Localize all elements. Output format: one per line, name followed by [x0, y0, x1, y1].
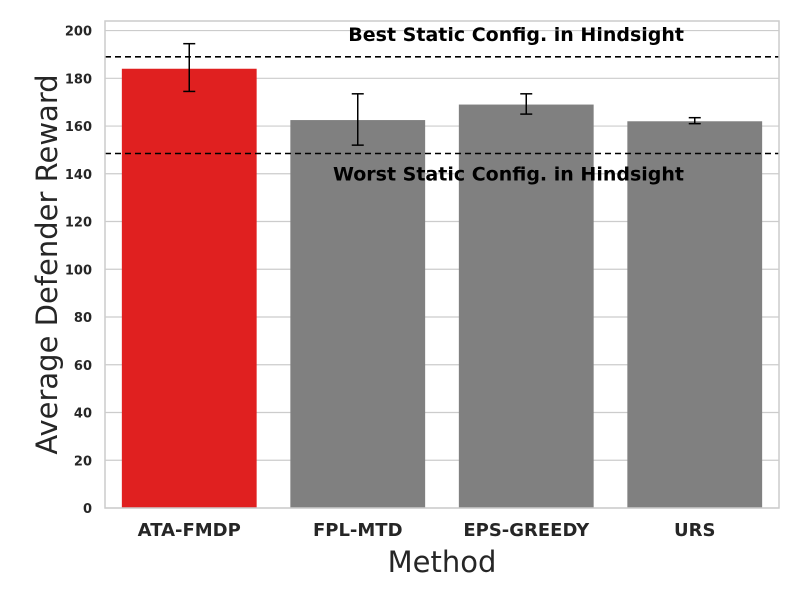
y-tick-label: 20 — [74, 454, 92, 469]
y-tick-labels: 0 20 40 60 80 100 120 140 160 180 200 — [65, 25, 92, 517]
error-bar — [520, 93, 533, 115]
x-tick-label: ATA-FMDP — [138, 520, 241, 541]
error-bar — [688, 116, 701, 125]
y-tick-label: 160 — [65, 120, 92, 135]
y-tick-label: 60 — [74, 359, 92, 374]
reference-lines: Best Static Config. in Hindsight Worst St… — [105, 24, 779, 185]
x-tick-label: URS — [674, 520, 715, 541]
y-axis-title: Average Defender Reward — [30, 74, 64, 454]
bar — [290, 120, 426, 508]
y-tick-label: 0 — [83, 502, 92, 517]
x-tick-labels: ATA-FMDP FPL-MTD EPS-GREEDY URS — [138, 520, 716, 541]
error-bars — [183, 42, 701, 146]
x-axis-title: Method — [388, 545, 497, 579]
error-bar — [351, 93, 364, 146]
bars — [121, 68, 763, 509]
plot-frame — [104, 20, 780, 509]
x-tick-label: EPS-GREEDY — [463, 520, 590, 541]
y-tick-label: 140 — [65, 168, 92, 183]
y-tick-label: 80 — [74, 311, 92, 326]
y-tick-label: 180 — [65, 72, 92, 87]
y-tick-label: 100 — [65, 263, 92, 278]
bar — [458, 104, 594, 508]
x-tick-label: FPL-MTD — [313, 520, 403, 541]
y-tick-label: 40 — [74, 407, 92, 422]
bar — [627, 121, 763, 508]
y-tick-label: 120 — [65, 216, 92, 231]
error-bar — [183, 42, 196, 93]
reference-line-label: Best Static Config. in Hindsight — [348, 24, 684, 46]
bar — [121, 68, 257, 509]
reference-line-label: Worst Static Config. in Hindsight — [333, 163, 684, 185]
y-tick-label: 200 — [65, 25, 92, 40]
